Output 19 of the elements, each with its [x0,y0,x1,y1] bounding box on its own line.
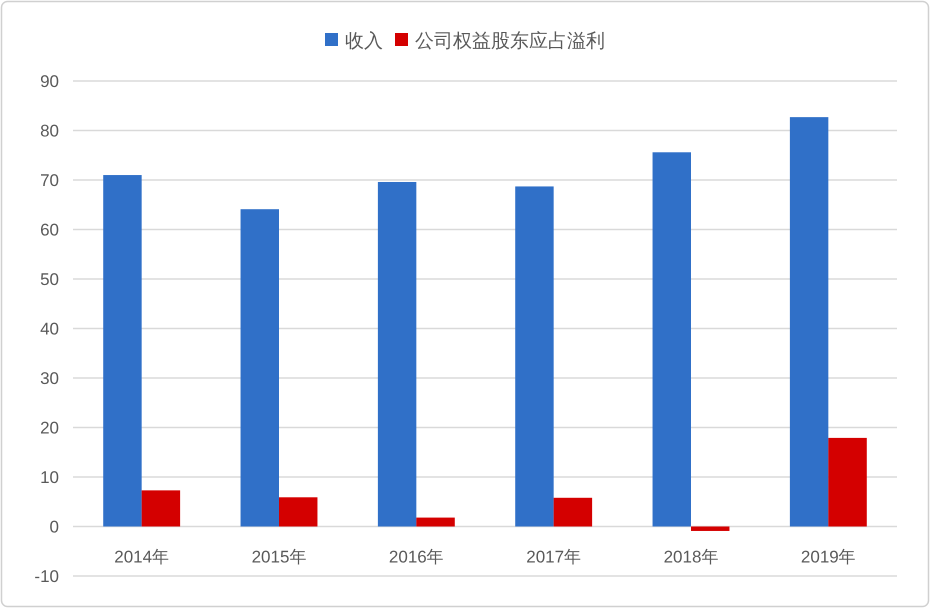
ytick-label: 80 [40,122,59,140]
ytick-label: 50 [40,270,59,289]
legend-label: 公司权益股东应占溢利 [415,31,605,52]
xtick-label: 2015年 [252,548,306,566]
legend-label: 收入 [345,31,383,52]
xtick-label: 2014年 [114,548,170,566]
ytick-label: 10 [40,468,59,487]
xtick-label: 2018年 [664,548,718,566]
ytick-label: 90 [40,72,59,91]
ytick-label: 0 [50,518,59,536]
ytick-label: 30 [40,369,59,388]
xtick-label: 2017年 [526,548,582,566]
ytick-label: 20 [40,418,59,438]
ytick-label: 40 [40,320,59,338]
ytick-label: -10 [34,567,59,586]
ytick-label: 60 [40,220,59,240]
xtick-label: 2019年 [800,548,856,566]
ytick-label: 70 [40,171,59,190]
xtick-label: 2016年 [388,548,444,566]
